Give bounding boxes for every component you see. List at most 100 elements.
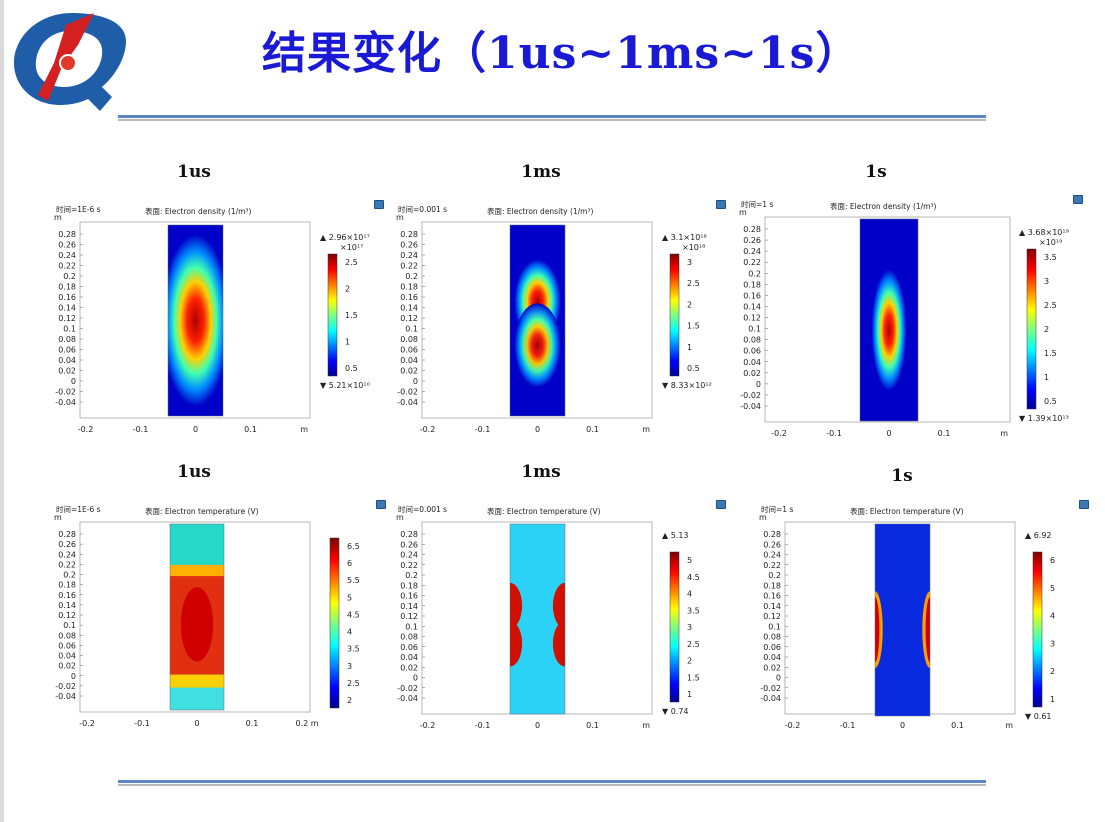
plot-export-icon[interactable] [1073,195,1083,204]
x-tick-label: -0.2 [771,429,787,438]
y-tick-label: 0.28 [763,530,781,539]
x-tick-label: -0.1 [826,429,842,438]
y-tick-label: -0.04 [740,402,761,411]
plot-export-icon[interactable] [1079,500,1089,509]
colorbar-tick-label: 1.5 [1044,349,1057,358]
y-tick-label: 0.24 [58,550,76,559]
x-tick-label: 0.1 [244,425,257,434]
y-tick-label: 0.22 [763,561,781,570]
colorbar-tick-label: 3 [347,662,352,671]
colorbar-tick-label: 6 [347,559,352,568]
plot-surface-label: 表面: Electron density (1/m³) [487,207,594,216]
colorbar-min-label: ▼ 1.39×10¹³ [1019,414,1069,423]
y-tick-label: 0.1 [768,622,781,631]
plot-surface-label: 表面: Electron density (1/m³) [145,207,252,216]
colorbar-tick-label: 0.5 [345,364,358,373]
y-tick-label: 0.24 [58,251,76,260]
y-tick-label: 0.02 [400,663,418,672]
x-tick-label: 0 [535,721,540,730]
colorbar-unit-label: ×10¹⁹ [1039,238,1062,247]
y-tick-label: 0.12 [400,314,418,323]
field-map [168,225,223,416]
colorbar-min-label: ▼ 0.74 [662,707,689,716]
plot-time-label: 时间=1E-6 s [56,505,101,514]
colorbar-tick-label: 4.5 [347,610,360,619]
logo-icon [14,13,126,111]
colorbar-tick-label: 2 [687,657,692,666]
plot-surface-label: 表面: Electron temperature (V) [487,507,601,516]
colorbar-tick-label: 5 [687,556,692,565]
y-tick-label: 0.04 [400,356,418,365]
y-axis-unit: m [396,513,404,522]
colorbar-tick-label: 3.5 [687,606,700,615]
colorbar-unit-label: ×10¹⁸ [682,243,705,252]
colorbar [329,537,340,709]
field-map [510,524,565,714]
y-tick-label: 0 [413,674,418,683]
y-tick-label: 0.28 [743,225,761,234]
x-axis-unit: m [642,721,650,730]
colorbar-tick-label: 1.5 [345,311,358,320]
y-tick-label: 0.22 [58,262,76,271]
y-tick-label: 0.22 [58,560,76,569]
plot-svg: m0.280.260.240.220.20.180.160.140.120.10… [396,213,712,434]
colorbar-tick-label: 4 [1050,612,1055,621]
footer-rule-shadow [118,784,986,786]
y-tick-label: 0.14 [400,602,418,611]
colorbar-min-label: ▼ 8.33×10¹² [662,381,712,390]
y-tick-label: -0.02 [397,388,418,397]
colorbar-tick-label: 2 [347,696,352,705]
plot-temperature-1ms: 时间=0.001 s 表面: Electron temperature (V) m 0… [392,500,726,740]
y-tick-label: 0.24 [763,551,781,560]
colorbar-tick-label: 3 [687,623,692,632]
y-tick-label: 0.06 [763,643,781,652]
y-tick-label: 0.26 [400,540,418,549]
plot-svg: m0.280.260.240.220.20.180.160.140.120.10… [54,213,370,434]
colorbar-tick-label: 3.5 [347,645,360,654]
slide-title: 结果变化（1us~1ms~1s） [262,28,861,79]
y-tick-label: 0.24 [400,551,418,560]
y-tick-label: 0.16 [58,293,76,302]
y-tick-label: 0.28 [400,530,418,539]
plot-density-1s: 时间=1 s 表面: Electron density (1/m³) m 0.28 0.… [735,195,1083,438]
y-tick-label: 0.04 [743,358,761,367]
y-tick-label: 0.22 [400,561,418,570]
colorbar-max-label: ▲ 6.92 [1025,531,1052,540]
y-tick-label: 0.14 [58,304,76,313]
plot-export-icon[interactable] [376,500,386,509]
colorbar-tick-label: 1 [345,338,350,347]
colorbar [1026,248,1037,410]
y-tick-label: -0.02 [740,391,761,400]
y-tick-label: 0.18 [58,581,76,590]
y-tick-label: 0.02 [58,662,76,671]
plot-export-icon[interactable] [716,200,726,209]
plot-time-label: 时间=1 s [761,505,794,514]
plot-temperature-1us: 时间=1E-6 s 表面: Electron temperature (V) m 0.… [50,500,386,740]
colorbar-max-label: ▲ 5.13 [662,531,689,540]
y-tick-label: -0.04 [397,398,418,407]
field-map [875,524,930,716]
colorbar-min-label: ▼ 0.61 [1025,712,1052,721]
x-tick-label: 0 [900,721,905,730]
plot-export-icon[interactable] [374,200,384,209]
y-tick-label: 0.2 [748,269,761,278]
y-tick-label: 0.26 [400,241,418,250]
y-tick-label: 0 [756,380,761,389]
x-tick-label: -0.1 [475,721,491,730]
plot-svg: m0.280.260.240.220.20.180.160.140.120.10… [54,513,360,728]
colorbar-tick-label: 1 [687,343,692,352]
x-tick-label: -0.2 [79,719,95,728]
plot-surface-label: 表面: Electron temperature (V) [850,507,964,516]
colorbar-tick-label: 2.5 [687,279,700,288]
x-axis-unit: m [1000,429,1008,438]
plot-export-icon[interactable] [716,500,726,509]
x-tick-label: 0.1 [951,721,964,730]
x-tick-label: -0.1 [134,719,150,728]
y-tick-label: 0.26 [58,241,76,250]
x-axis-unit: m [642,425,650,434]
x-tick-label: 0.1 [586,425,599,434]
y-tick-label: 0.08 [743,336,761,345]
y-tick-label: 0.14 [400,304,418,313]
y-tick-label: 0.08 [58,631,76,640]
y-tick-label: 0.2 [768,571,781,580]
